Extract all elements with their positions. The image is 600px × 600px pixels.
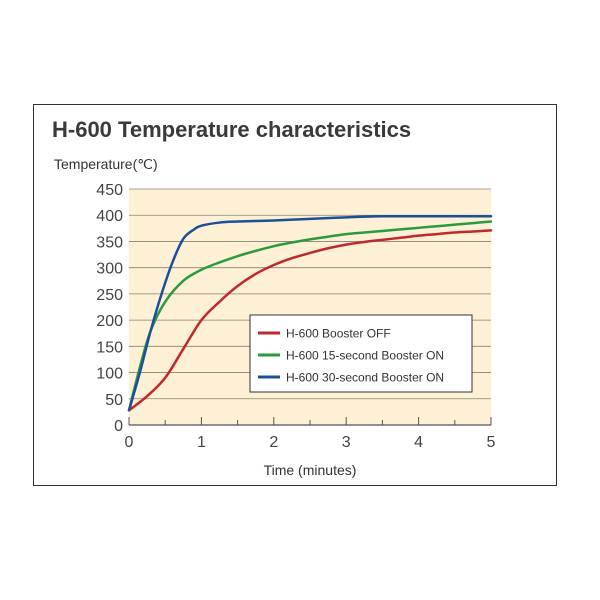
legend-label-booster-15s: H-600 15-second Booster ON <box>286 349 444 363</box>
y-tick-label: 50 <box>105 392 123 409</box>
y-tick-label: 100 <box>96 366 123 383</box>
legend-label-booster-off: H-600 Booster OFF <box>286 327 391 341</box>
y-axis-label: Temperature(℃) <box>54 156 158 172</box>
x-tick-label: 3 <box>342 434 351 451</box>
chart: H-600 Temperature characteristics Temper… <box>52 117 496 478</box>
y-tick-label: 300 <box>96 261 123 278</box>
y-tick-label: 400 <box>96 208 123 225</box>
y-tick-label: 0 <box>114 418 123 435</box>
chart-frame: H-600 Temperature characteristics Temper… <box>33 104 557 486</box>
x-tick-label: 0 <box>125 434 134 451</box>
y-tick-label: 450 <box>96 182 123 199</box>
y-tick-label: 250 <box>96 287 123 304</box>
series-line-booster-30s <box>127 214 493 412</box>
series-line-booster-off <box>127 229 493 412</box>
series-layer <box>127 214 493 412</box>
y-tick-label: 350 <box>96 234 123 251</box>
legend-box <box>249 314 473 393</box>
x-tick-label: 4 <box>414 434 423 451</box>
y-tick-label: 150 <box>96 339 123 356</box>
y-tick-labels: 0 50 100 150 200 250 300 350 400 450 <box>96 182 123 435</box>
x-tick-label: 5 <box>487 434 496 451</box>
x-tick-label: 1 <box>197 434 206 451</box>
x-tick-marks <box>128 417 492 425</box>
x-tick-labels: 0 1 2 3 4 5 <box>125 434 496 451</box>
series-line-booster-15s <box>127 220 493 412</box>
x-axis-label: Time (minutes) <box>264 462 357 478</box>
legend-label-booster-30s: H-600 30-second Booster ON <box>286 371 444 385</box>
chart-title: H-600 Temperature characteristics <box>52 117 411 142</box>
x-tick-label: 2 <box>269 434 278 451</box>
legend: H-600 Booster OFF H-600 15-second Booster… <box>249 314 473 393</box>
y-tick-label: 200 <box>96 313 123 330</box>
